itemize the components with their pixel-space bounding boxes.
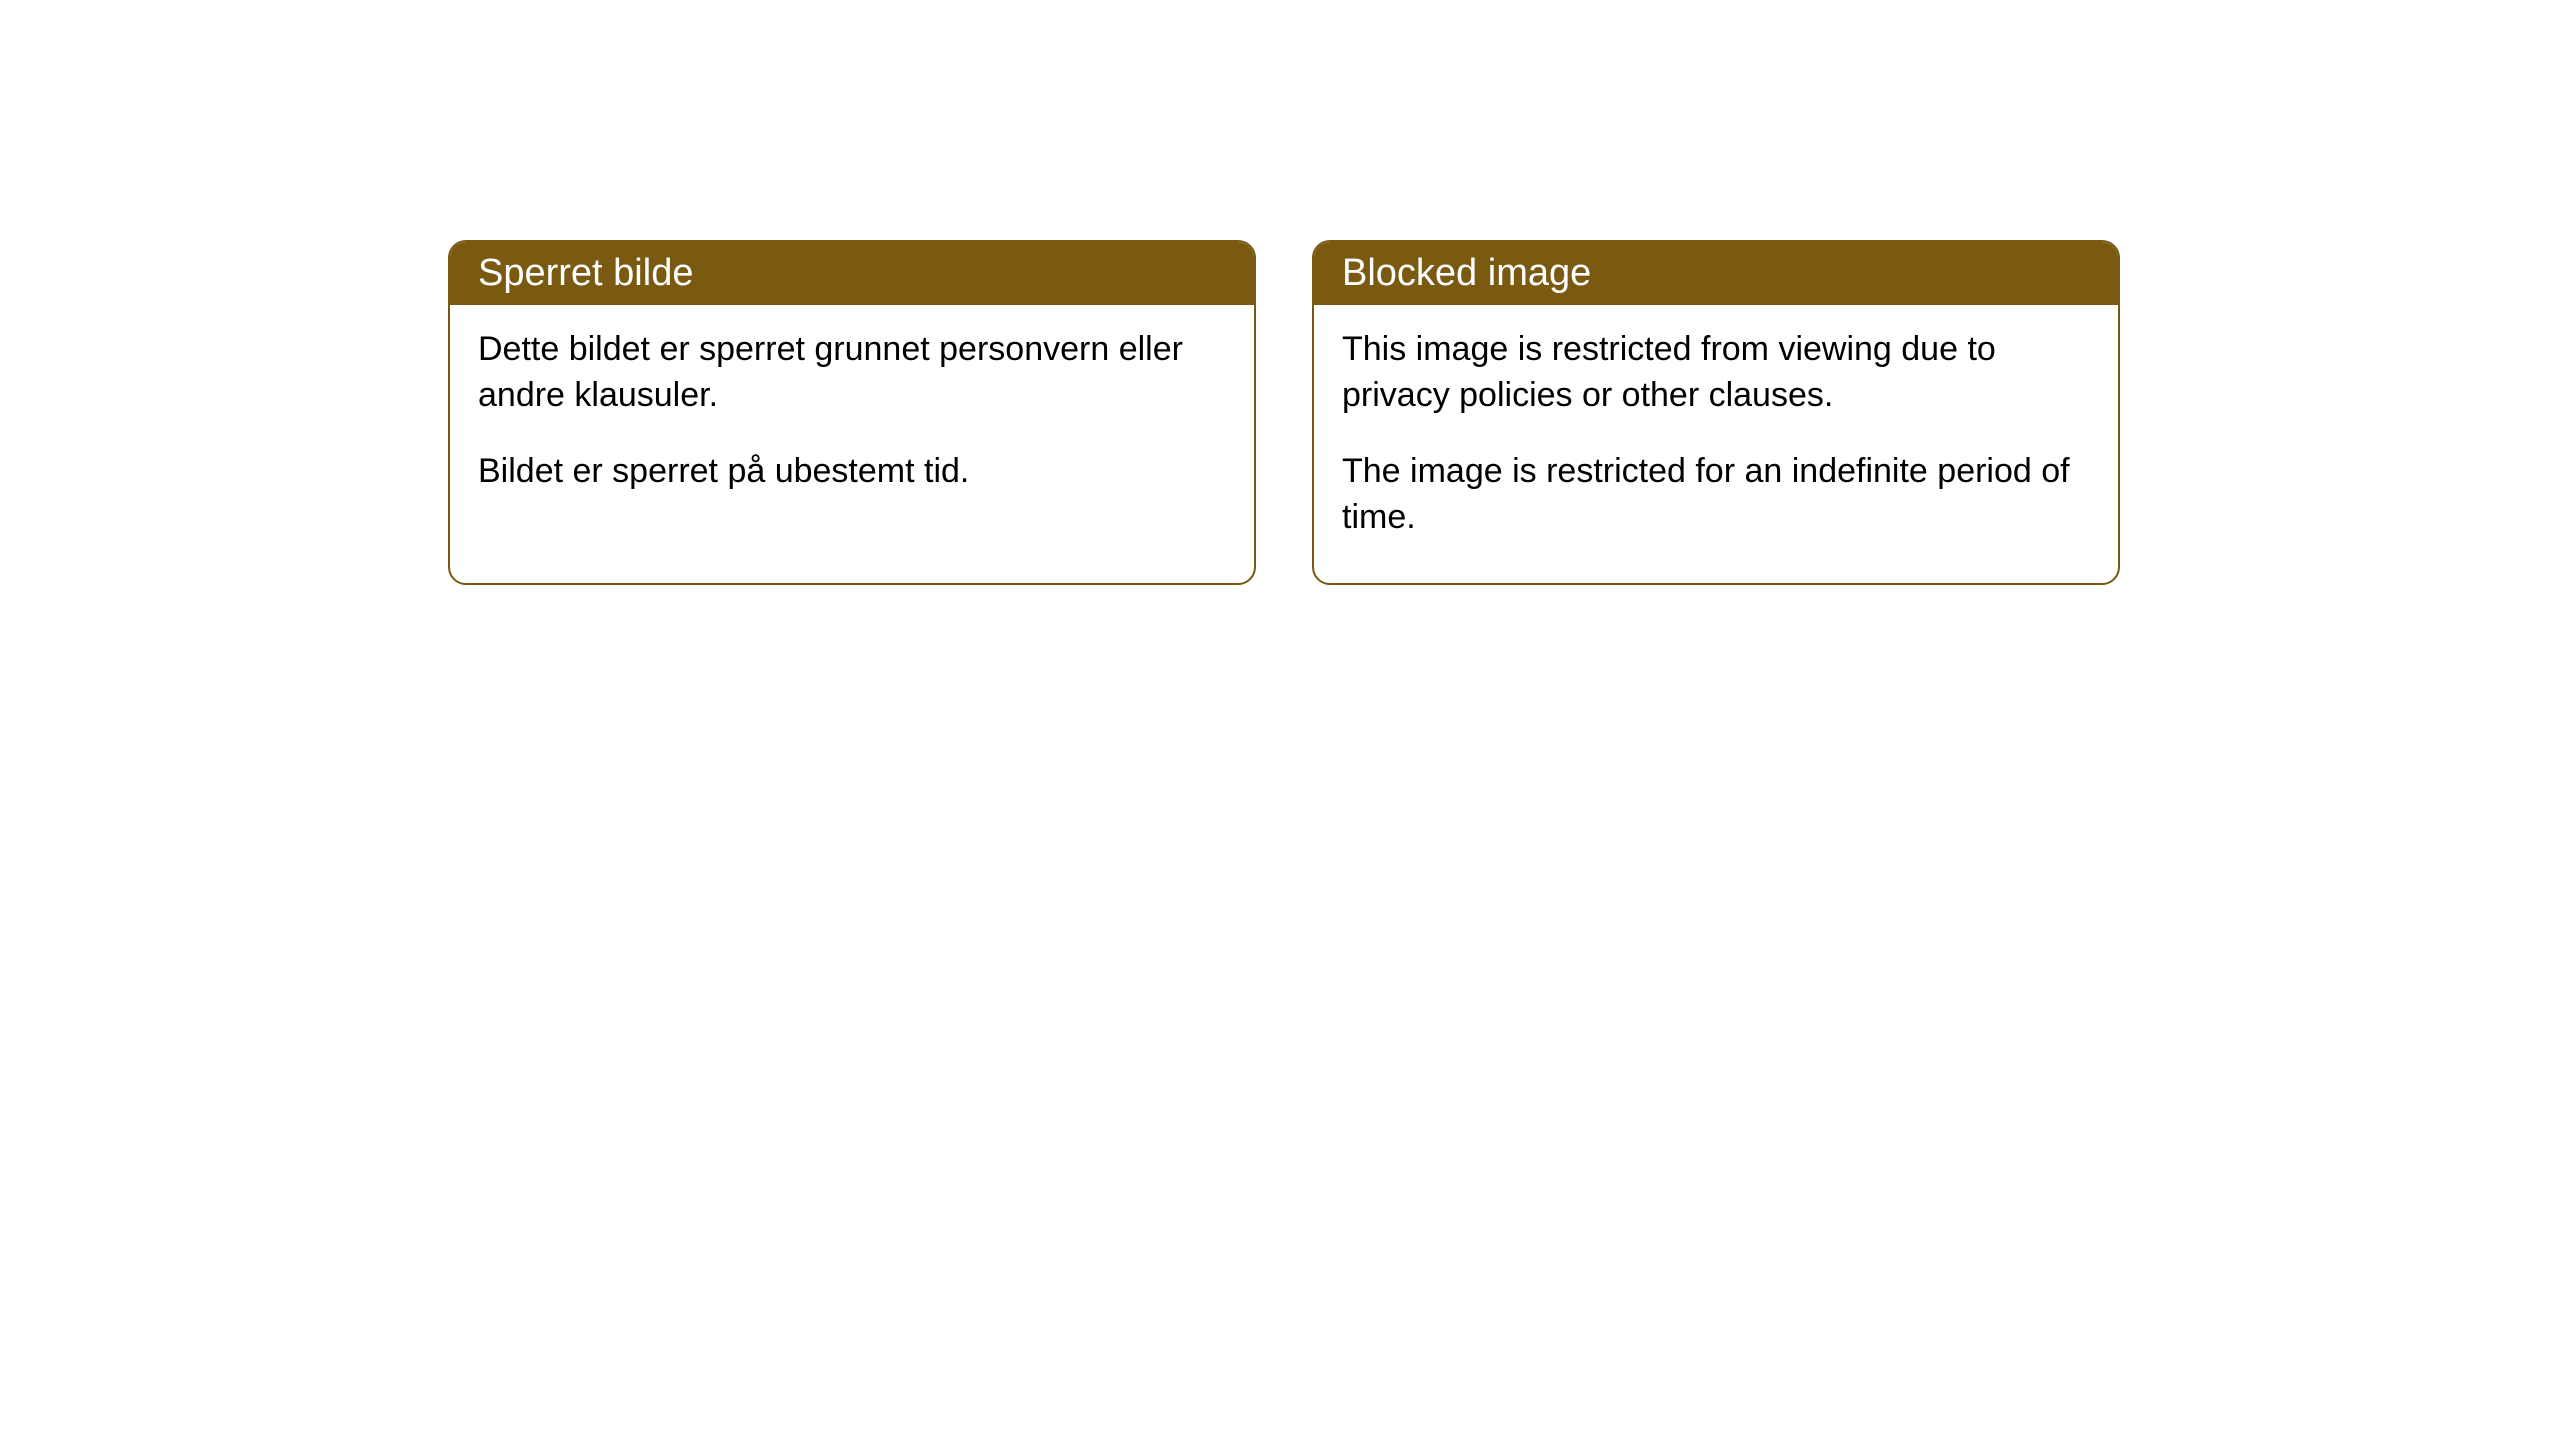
card-title: Sperret bilde [478, 252, 693, 294]
card-body-english: This image is restricted from viewing du… [1314, 305, 2118, 583]
blocked-image-card-norwegian: Sperret bilde Dette bildet er sperret gr… [448, 240, 1256, 585]
cards-container: Sperret bilde Dette bildet er sperret gr… [448, 240, 2120, 585]
card-paragraph-2: The image is restricted for an indefinit… [1342, 449, 2090, 541]
card-paragraph-1: This image is restricted from viewing du… [1342, 327, 2090, 419]
card-body-norwegian: Dette bildet er sperret grunnet personve… [450, 305, 1254, 537]
card-paragraph-1: Dette bildet er sperret grunnet personve… [478, 327, 1226, 419]
card-title: Blocked image [1342, 252, 1591, 294]
blocked-image-card-english: Blocked image This image is restricted f… [1312, 240, 2120, 585]
card-header-norwegian: Sperret bilde [450, 242, 1254, 305]
card-paragraph-2: Bildet er sperret på ubestemt tid. [478, 449, 1226, 495]
card-header-english: Blocked image [1314, 242, 2118, 305]
